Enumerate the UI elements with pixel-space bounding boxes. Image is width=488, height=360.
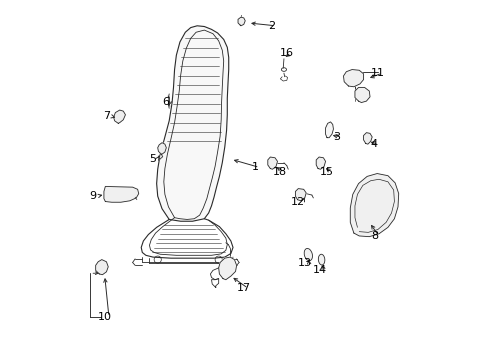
Text: 14: 14 [312,265,326,275]
Text: 12: 12 [291,197,305,207]
Text: 5: 5 [149,154,156,164]
Polygon shape [354,87,369,103]
Polygon shape [267,157,277,169]
Polygon shape [316,157,325,169]
Text: 10: 10 [98,312,111,322]
Text: 15: 15 [319,167,333,177]
Text: 8: 8 [370,231,377,240]
Text: 7: 7 [102,111,110,121]
Polygon shape [104,186,139,202]
Text: 11: 11 [370,68,384,78]
Ellipse shape [318,254,324,265]
Ellipse shape [304,248,312,261]
Polygon shape [363,133,371,144]
Polygon shape [295,189,305,201]
Polygon shape [238,17,244,26]
Text: 9: 9 [89,191,97,201]
Polygon shape [158,143,166,154]
Text: 1: 1 [251,162,258,172]
Text: 17: 17 [236,283,250,293]
Polygon shape [218,257,236,280]
Text: 16: 16 [279,48,293,58]
Polygon shape [343,69,363,87]
Text: 4: 4 [370,139,377,149]
Text: 13: 13 [297,258,311,268]
Polygon shape [349,174,398,237]
Polygon shape [96,260,108,275]
Text: 3: 3 [333,132,340,142]
Text: 18: 18 [273,167,287,177]
Polygon shape [158,154,163,159]
Text: 2: 2 [267,21,274,31]
Polygon shape [325,122,333,138]
Text: 6: 6 [162,97,169,107]
Polygon shape [113,110,125,123]
Polygon shape [156,26,228,221]
